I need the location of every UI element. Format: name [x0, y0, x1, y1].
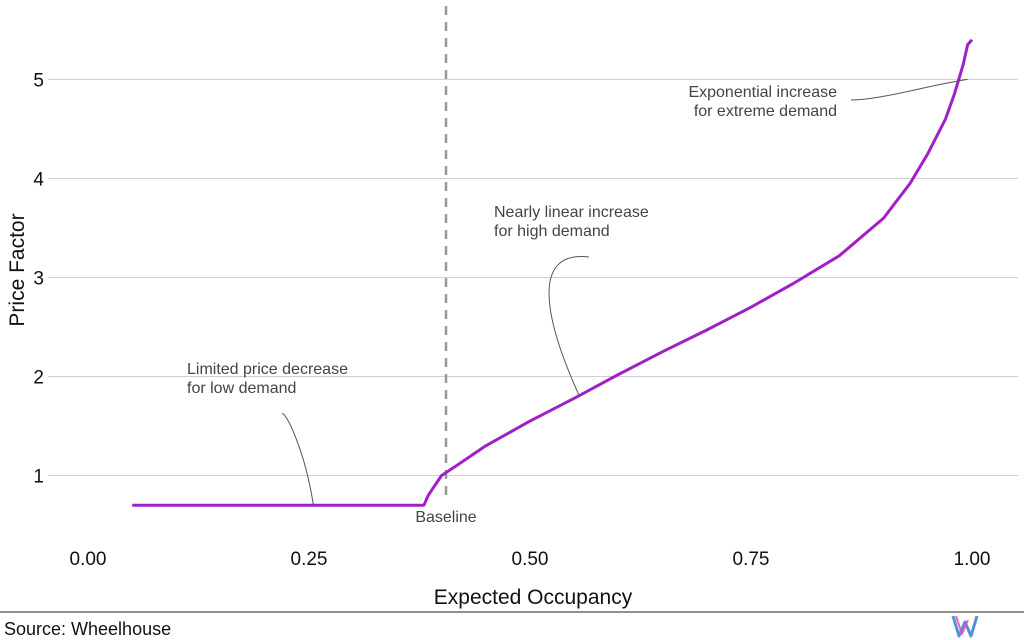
- annotation-leader: [281, 413, 314, 506]
- y-tick-labels: 1 2 3 4 5: [33, 70, 44, 487]
- x-axis-title: Expected Occupancy: [434, 586, 633, 609]
- baseline-reference: Baseline: [415, 6, 477, 526]
- annotations: Limited price decrease for low demand Near…: [187, 78, 968, 506]
- baseline-label: Baseline: [415, 509, 476, 526]
- annotation-leader: [850, 78, 968, 101]
- wheelhouse-logo: [951, 615, 979, 638]
- y-tick-label: 1: [33, 467, 44, 488]
- grid: [48, 78, 1018, 477]
- annotation-text: for extreme demand: [694, 103, 837, 120]
- series-line: [132, 38, 974, 507]
- annotation-text: for high demand: [494, 223, 610, 240]
- y-tick-label: 2: [33, 368, 44, 389]
- y-tick-label: 5: [33, 70, 44, 91]
- annotation-text: Exponential increase: [688, 84, 837, 101]
- x-tick-label: 0.00: [70, 549, 107, 570]
- y-axis-title: Price Factor: [6, 213, 29, 326]
- x-tick-label: 0.75: [733, 549, 770, 570]
- annotation-text: Limited price decrease: [187, 361, 348, 378]
- annotation-leader: [548, 256, 590, 395]
- y-tick-label: 4: [33, 169, 44, 190]
- x-tick-label: 0.50: [512, 549, 549, 570]
- annotation-text: for low demand: [187, 380, 296, 397]
- y-tick-label: 3: [33, 268, 44, 289]
- x-tick-label: 1.00: [954, 549, 991, 570]
- source-note: Source: Wheelhouse: [4, 619, 171, 639]
- series-layer: [132, 38, 974, 507]
- annotation-text: Nearly linear increase: [494, 204, 649, 221]
- x-tick-label: 0.25: [291, 549, 328, 570]
- x-tick-labels: 0.00 0.25 0.50 0.75 1.00: [70, 549, 991, 570]
